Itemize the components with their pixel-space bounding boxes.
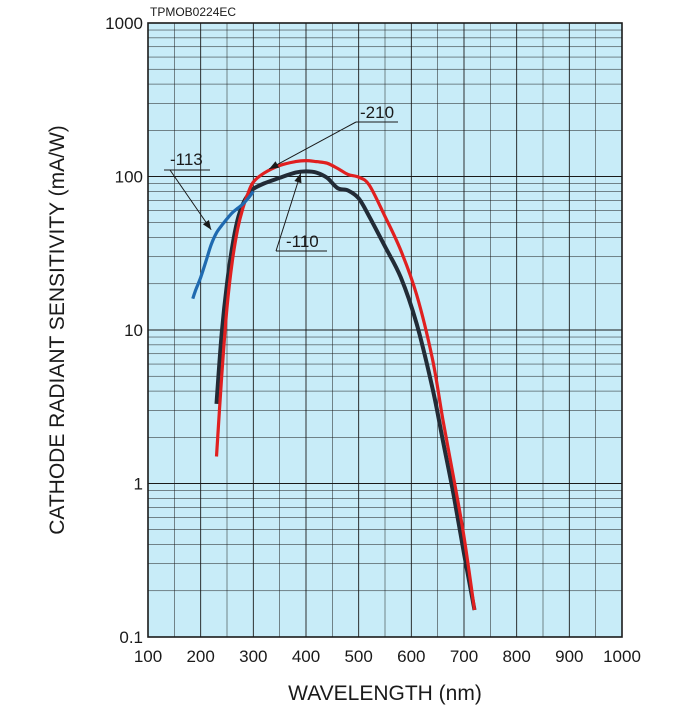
x-tick-label: 200 [186, 647, 214, 666]
series-line-113 [191, 190, 255, 300]
callout-arrowhead-110 [294, 173, 302, 184]
x-tick-label: 800 [502, 647, 530, 666]
callout-leader-210 [268, 121, 357, 170]
x-tick-label: 700 [450, 647, 478, 666]
y-tick-label: 10 [124, 321, 143, 340]
x-axis-label: WAVELENGTH (nm) [288, 682, 482, 705]
x-tick-labels: 100 200 300 400 500 600 700 800 900 1000 [134, 647, 641, 666]
callout-label-113: -113 [170, 150, 203, 169]
y-axis-label: CATHODE RADIANT SENSITIVITY (mA/W) [46, 125, 69, 535]
plot-frame [147, 22, 623, 638]
callout-arrowhead-210 [269, 161, 280, 169]
callout-leader-110 [275, 173, 302, 252]
annotation-layer: -110 -113 -210 [164, 103, 398, 252]
x-tick-label: 1000 [603, 647, 641, 666]
series-layer [191, 159, 477, 611]
callout-label-210: -210 [360, 103, 394, 122]
y-tick-labels: 0.1 1 10 100 1000 [105, 14, 143, 647]
x-tick-label: 500 [344, 647, 372, 666]
figure-code: TPMOB0224EC [150, 5, 236, 19]
x-tick-label: 400 [292, 647, 320, 666]
x-tick-label: 900 [555, 647, 583, 666]
callout-leader-113 [169, 169, 212, 231]
y-tick-label: 0.1 [119, 628, 143, 647]
y-tick-label: 1000 [105, 14, 143, 33]
x-tick-label: 100 [134, 647, 162, 666]
callout-label-110: -110 [286, 232, 319, 251]
y-tick-label: 1 [134, 475, 143, 494]
series-line-110 [214, 169, 477, 611]
grid-lines [148, 23, 622, 637]
x-tick-label: 300 [239, 647, 267, 666]
x-tick-label: 600 [397, 647, 425, 666]
callout-arrowhead-113 [202, 219, 212, 230]
series-line-210 [214, 159, 477, 611]
y-tick-label: 100 [115, 168, 143, 187]
